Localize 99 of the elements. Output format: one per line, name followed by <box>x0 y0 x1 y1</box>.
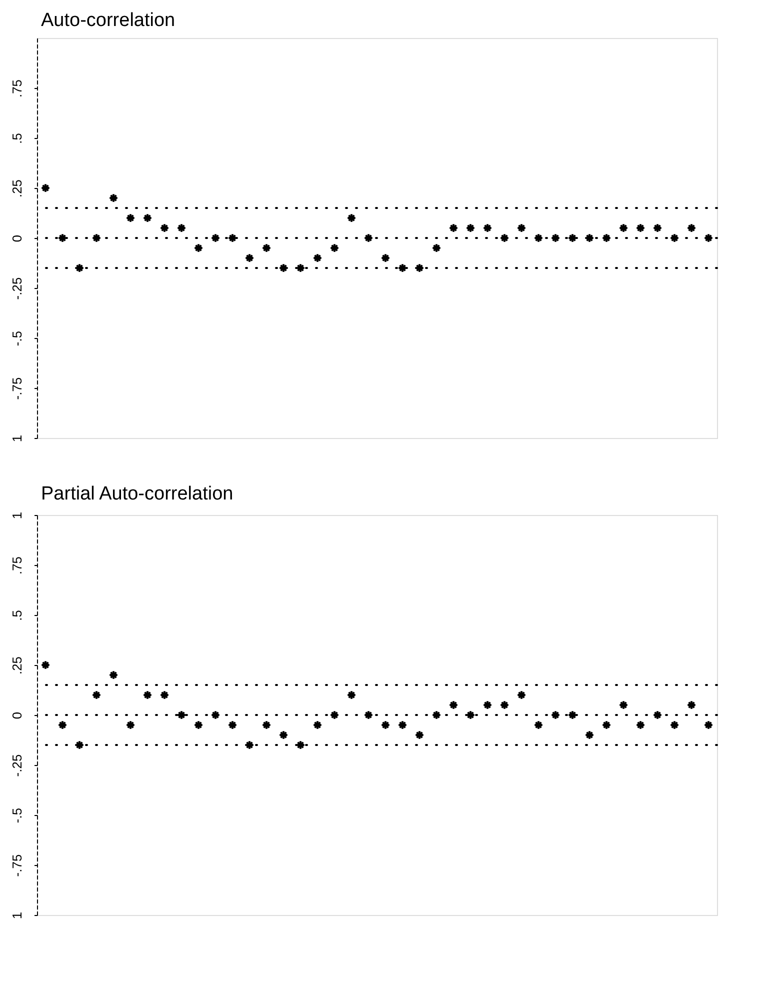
point <box>636 720 646 730</box>
point <box>550 710 560 720</box>
point <box>652 223 662 233</box>
point <box>568 233 578 243</box>
point <box>398 720 408 730</box>
point <box>516 690 526 700</box>
point <box>618 700 628 710</box>
point <box>346 690 356 700</box>
y-tick-label: -.75 <box>10 854 24 877</box>
point <box>704 720 714 730</box>
point <box>142 690 152 700</box>
point <box>534 720 544 730</box>
point <box>160 223 170 233</box>
point <box>584 730 594 740</box>
point <box>398 263 408 273</box>
point <box>296 263 306 273</box>
point <box>244 253 254 263</box>
y-tick-label: .5 <box>10 133 24 144</box>
point <box>108 670 118 680</box>
point <box>92 690 102 700</box>
point <box>448 700 458 710</box>
point <box>142 213 152 223</box>
point <box>40 660 50 670</box>
point <box>160 690 170 700</box>
point <box>262 720 272 730</box>
y-tick-label: 0 <box>10 234 24 242</box>
point <box>516 223 526 233</box>
point <box>58 720 68 730</box>
point <box>244 740 254 750</box>
y-tick-label: -.25 <box>10 754 24 777</box>
point <box>108 193 118 203</box>
point <box>194 720 204 730</box>
y-tick-label: 1 <box>10 912 24 920</box>
point <box>380 253 390 263</box>
point <box>584 233 594 243</box>
point <box>278 730 288 740</box>
y-tick-label: 1 <box>10 434 24 442</box>
point <box>618 223 628 233</box>
point <box>364 710 374 720</box>
point <box>312 720 322 730</box>
point <box>636 223 646 233</box>
chart-title: Partial Auto-correlation <box>41 483 234 504</box>
point <box>176 710 186 720</box>
point <box>380 720 390 730</box>
point <box>210 710 220 720</box>
point <box>330 243 340 253</box>
y-tick-label: 0 <box>10 712 24 720</box>
point <box>432 710 442 720</box>
y-tick-label: .75 <box>10 556 24 575</box>
point <box>448 223 458 233</box>
point <box>74 263 84 273</box>
point <box>228 233 238 243</box>
point <box>364 233 374 243</box>
y-tick-label: .75 <box>10 79 24 98</box>
point <box>74 740 84 750</box>
point <box>686 700 696 710</box>
point <box>534 233 544 243</box>
chart-title: Auto-correlation <box>41 10 176 31</box>
point <box>602 720 612 730</box>
point <box>414 730 424 740</box>
point <box>500 700 510 710</box>
point <box>194 243 204 253</box>
point <box>414 263 424 273</box>
point <box>568 710 578 720</box>
point <box>126 213 136 223</box>
point <box>670 233 680 243</box>
y-tick-label: .25 <box>10 179 24 198</box>
point <box>40 183 50 193</box>
point <box>686 223 696 233</box>
point <box>550 233 560 243</box>
point <box>176 223 186 233</box>
point <box>278 263 288 273</box>
point <box>432 243 442 253</box>
point <box>92 233 102 243</box>
point <box>704 233 714 243</box>
point <box>482 700 492 710</box>
point <box>500 233 510 243</box>
y-tick-label: .25 <box>10 656 24 675</box>
y-tick-label: -.25 <box>10 277 24 300</box>
point <box>330 710 340 720</box>
y-tick-label: .5 <box>10 610 24 621</box>
point <box>482 223 492 233</box>
y-tick-label: -.5 <box>10 808 24 824</box>
point <box>126 720 136 730</box>
point <box>210 233 220 243</box>
point <box>466 223 476 233</box>
point <box>466 710 476 720</box>
y-tick-label: -.75 <box>10 377 24 400</box>
point <box>58 233 68 243</box>
y-tick-label: -.5 <box>10 330 24 346</box>
y-tick-label: 1 <box>10 512 24 520</box>
point <box>312 253 322 263</box>
point <box>602 233 612 243</box>
point <box>652 710 662 720</box>
point <box>296 740 306 750</box>
point <box>346 213 356 223</box>
point <box>670 720 680 730</box>
point <box>228 720 238 730</box>
point <box>262 243 272 253</box>
